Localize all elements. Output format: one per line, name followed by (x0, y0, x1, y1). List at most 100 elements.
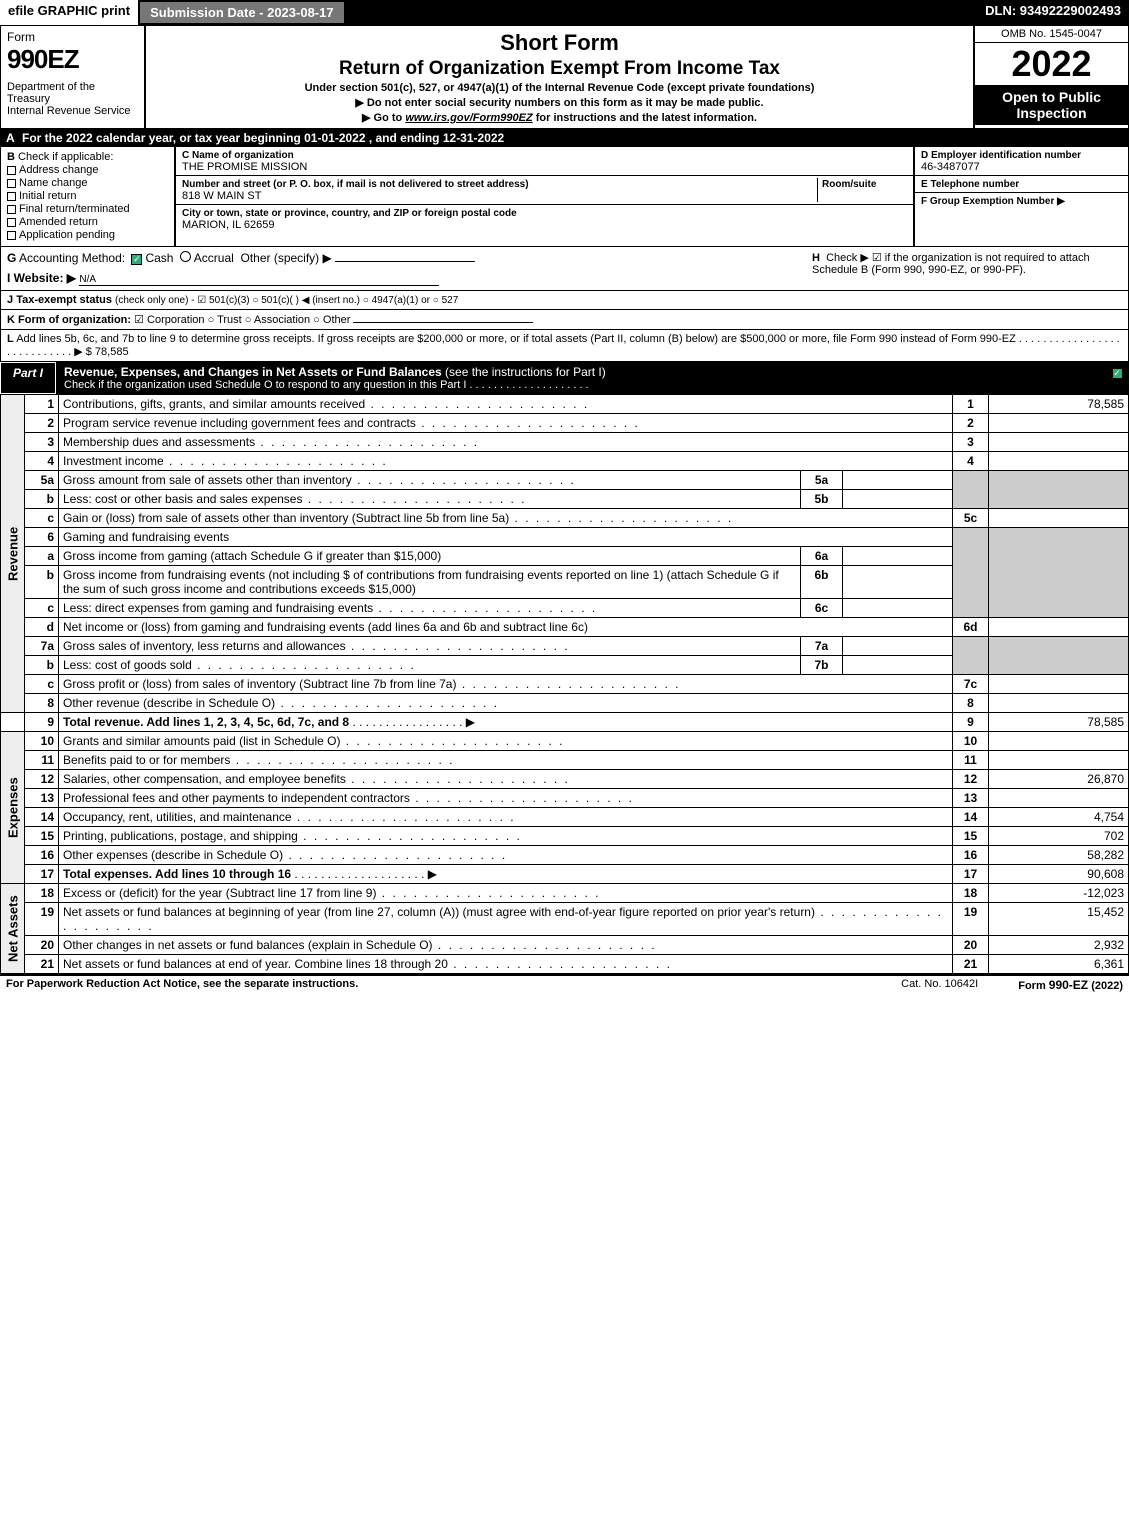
line-14-amt: 4,754 (989, 808, 1129, 827)
line-6-num: 6 (25, 528, 59, 547)
line-13-num: 13 (25, 789, 59, 808)
line-4-ref: 4 (953, 452, 989, 471)
line-5a-subval (843, 471, 953, 490)
line-8-desc: Other revenue (describe in Schedule O) (59, 694, 953, 713)
line-18-num: 18 (25, 884, 59, 903)
title-block: Short Form Return of Organization Exempt… (146, 26, 973, 128)
line-5b-sublabel: 5b (801, 490, 843, 509)
efile-label[interactable]: efile GRAPHIC print (0, 0, 138, 25)
form-ref-c: (2022) (1088, 980, 1123, 992)
j-pre: Tax-exempt status (16, 294, 112, 306)
line-19-ref: 19 (953, 903, 989, 936)
line-12-amt: 26,870 (989, 770, 1129, 789)
line-5c-ref: 5c (953, 509, 989, 528)
line-19-num: 19 (25, 903, 59, 936)
line-2-amt (989, 414, 1129, 433)
website-value: N/A (79, 274, 439, 286)
line-14-desc: Occupancy, rent, utilities, and maintena… (59, 808, 953, 827)
line-19-desc: Net assets or fund balances at beginning… (59, 903, 953, 936)
line-20-ref: 20 (953, 936, 989, 955)
shade-5-amt (989, 471, 1129, 509)
line-16-ref: 16 (953, 846, 989, 865)
accrual-radio[interactable] (180, 251, 191, 262)
line-8-amt (989, 694, 1129, 713)
line-7a-subval (843, 637, 953, 656)
line-21-desc: Net assets or fund balances at end of ye… (59, 955, 953, 974)
submission-date: Submission Date - 2023-08-17 (138, 0, 346, 25)
line-6d-num: d (25, 618, 59, 637)
line-2-num: 2 (25, 414, 59, 433)
expenses-side: Expenses (1, 732, 25, 884)
line-11-desc: Benefits paid to or for members (59, 751, 953, 770)
cb-label: Application pending (19, 229, 115, 241)
cash-checkbox[interactable]: ✓ (131, 254, 142, 265)
ein-cell: D Employer identification number 46-3487… (915, 147, 1128, 176)
line-17-desc-text: Total expenses. Add lines 10 through 16 (63, 867, 291, 881)
shade-6-amt (989, 528, 1129, 618)
irs-label: Internal Revenue Service (7, 105, 138, 117)
line-5a-sublabel: 5a (801, 471, 843, 490)
line-18-desc: Excess or (deficit) for the year (Subtra… (59, 884, 953, 903)
line-9-desc-text: Total revenue. Add lines 1, 2, 3, 4, 5c,… (63, 715, 349, 729)
cb-amended-return[interactable]: Amended return (7, 216, 168, 228)
website-label: Website: ▶ (14, 271, 76, 285)
line-20-desc: Other changes in net assets or fund bala… (59, 936, 953, 955)
line-4-num: 4 (25, 452, 59, 471)
line-6c-desc: Less: direct expenses from gaming and fu… (59, 599, 801, 618)
addr-cell: Number and street (or P. O. box, if mail… (176, 176, 913, 205)
tax-year: 2022 (975, 43, 1128, 85)
phone-cell: E Telephone number (915, 176, 1128, 193)
line-11-ref: 11 (953, 751, 989, 770)
part1-title-block: Revenue, Expenses, and Changes in Net As… (56, 362, 1105, 394)
org-name: THE PROMISE MISSION (182, 161, 307, 173)
line-1-num: 1 (25, 395, 59, 414)
line-6a-sublabel: 6a (801, 547, 843, 566)
line-10-amt (989, 732, 1129, 751)
org-name-cell: C Name of organization THE PROMISE MISSI… (176, 147, 913, 176)
letter-a: A (6, 131, 15, 145)
cb-application-pending[interactable]: Application pending (7, 229, 168, 241)
netassets-side: Net Assets (1, 884, 25, 974)
b-label: Check if applicable: (18, 151, 113, 163)
goto-post: for instructions and the latest informat… (533, 112, 757, 124)
section-g-i: G Accounting Method: ✓Cash Accrual Other… (7, 251, 812, 286)
form-ref-a: Form (1018, 980, 1049, 992)
line-13-ref: 13 (953, 789, 989, 808)
line-6c-sublabel: 6c (801, 599, 843, 618)
cb-initial-return[interactable]: Initial return (7, 190, 168, 202)
cb-address-change[interactable]: Address change (7, 164, 168, 176)
other-label: Other (specify) ▶ (240, 251, 331, 265)
line-7b-desc: Less: cost of goods sold (59, 656, 801, 675)
line-7b-subval (843, 656, 953, 675)
line-7a-sublabel: 7a (801, 637, 843, 656)
cb-label: Initial return (19, 190, 76, 202)
line-1-desc: Contributions, gifts, grants, and simila… (59, 395, 953, 414)
line-6d-ref: 6d (953, 618, 989, 637)
part1-schedule-o-check[interactable]: ✓ (1105, 362, 1129, 394)
short-form-title: Short Form (154, 30, 965, 56)
cb-label: Final return/terminated (19, 203, 130, 215)
goto-pre: ▶ Go to (362, 112, 405, 124)
phone-label: Telephone number (930, 179, 1019, 190)
part1-table: Revenue 1 Contributions, gifts, grants, … (0, 394, 1129, 974)
line-3-desc: Membership dues and assessments (59, 433, 953, 452)
cb-name-change[interactable]: Name change (7, 177, 168, 189)
cb-final-return[interactable]: Final return/terminated (7, 203, 168, 215)
form-id-block: Form 990EZ Department of the Treasury In… (1, 26, 146, 128)
cat-number: Cat. No. 10642I (901, 978, 978, 992)
irs-link[interactable]: www.irs.gov/Form990EZ (405, 112, 532, 124)
line-5c-amt (989, 509, 1129, 528)
line-5c-num: c (25, 509, 59, 528)
line-7c-amt (989, 675, 1129, 694)
section-b: B Check if applicable: Address change Na… (1, 147, 176, 246)
line-20-amt: 2,932 (989, 936, 1129, 955)
dln: DLN: 93492229002493 (977, 0, 1129, 25)
right-block: OMB No. 1545-0047 2022 Open to Public In… (973, 26, 1128, 128)
line-8-num: 8 (25, 694, 59, 713)
city-label: City or town, state or province, country… (182, 208, 517, 219)
line-15-num: 15 (25, 827, 59, 846)
line-9-amt: 78,585 (989, 713, 1129, 732)
line-7a-num: 7a (25, 637, 59, 656)
city-cell: City or town, state or province, country… (176, 205, 913, 233)
line-6a-num: a (25, 547, 59, 566)
